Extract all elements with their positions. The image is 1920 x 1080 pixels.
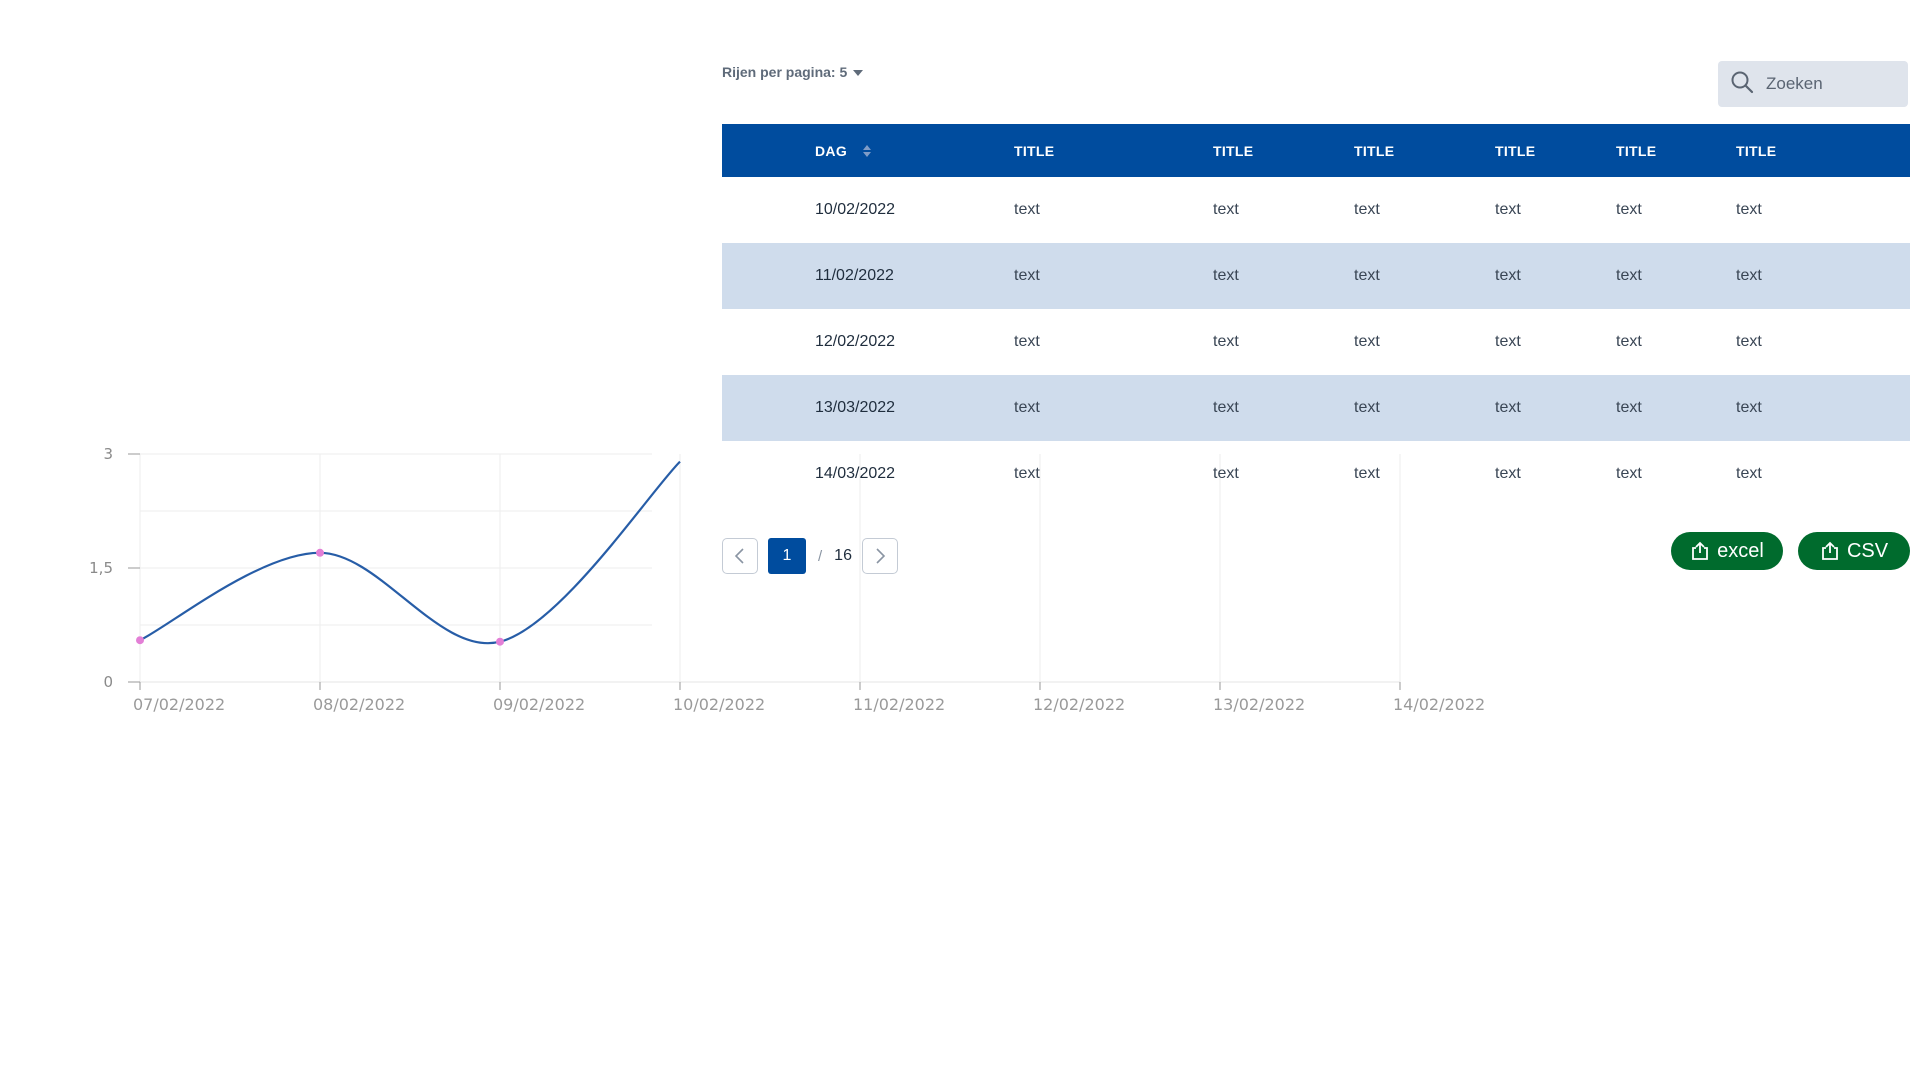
cell-text: text xyxy=(1354,267,1380,284)
series-line xyxy=(139,460,681,645)
x-tick-label: 10/02/2022 xyxy=(673,695,765,714)
x-tick-label: 12/02/2022 xyxy=(1033,695,1125,714)
cell-text: text xyxy=(1736,267,1762,284)
page-separator: / xyxy=(818,547,823,565)
table-row[interactable]: 14/03/2022 text text text text text text xyxy=(722,441,1910,507)
chevron-right-icon xyxy=(876,548,886,564)
x-tick-label: 08/02/2022 xyxy=(313,695,405,714)
column-header-dag[interactable]: DAG xyxy=(815,124,1014,177)
export-excel-label: excel xyxy=(1717,539,1764,562)
table-panel: Rijen per pagina: 5 DAG xyxy=(722,0,1910,600)
column-header-title[interactable]: TITLE xyxy=(1354,142,1395,159)
cell-text: text xyxy=(1736,333,1762,350)
column-header-title[interactable]: TITLE xyxy=(1213,142,1254,159)
data-point[interactable] xyxy=(496,637,504,646)
cell-text: text xyxy=(1616,465,1642,482)
x-tick-label: 14/02/2022 xyxy=(1393,695,1485,714)
chart-series xyxy=(136,460,681,646)
current-page[interactable]: 1 xyxy=(768,538,806,574)
cell-text: text xyxy=(1736,399,1762,416)
rows-per-page-label: Rijen per pagina: 5 xyxy=(722,64,848,80)
table-row[interactable]: 10/02/2022 text text text text text text xyxy=(722,177,1910,243)
cell-text: text xyxy=(1014,465,1040,482)
y-tick-label: 3 xyxy=(103,445,113,463)
cell-text: text xyxy=(1354,201,1380,218)
cell-text: text xyxy=(1616,201,1642,218)
chart-axes xyxy=(128,453,1401,690)
cell-date: 12/02/2022 xyxy=(815,333,896,350)
data-point[interactable] xyxy=(316,548,324,557)
cell-text: text xyxy=(1354,399,1380,416)
cell-text: text xyxy=(1616,399,1642,416)
cell-date: 10/02/2022 xyxy=(815,201,896,218)
cell-text: text xyxy=(1213,201,1239,218)
sort-icon[interactable] xyxy=(863,144,872,157)
table-row[interactable]: 12/02/2022 text text text text text text xyxy=(722,309,1910,375)
cell-text: text xyxy=(1736,465,1762,482)
cell-date: 11/02/2022 xyxy=(815,267,894,284)
x-tick-label: 09/02/2022 xyxy=(493,695,585,714)
cell-text: text xyxy=(1354,465,1380,482)
previous-page-button[interactable] xyxy=(722,538,758,574)
cell-text: text xyxy=(1213,399,1239,416)
export-csv-label: CSV xyxy=(1846,539,1889,562)
cell-text: text xyxy=(1354,333,1380,350)
cell-text: text xyxy=(1495,267,1521,284)
x-tick-label: 13/02/2022 xyxy=(1213,695,1305,714)
search-box[interactable] xyxy=(1718,61,1908,107)
table-header-row: DAG TITLE TITLE TITLE TITLE TITLE TITLE xyxy=(722,124,1910,177)
cell-text: text xyxy=(1213,267,1239,284)
chevron-left-icon xyxy=(734,548,744,564)
cell-text: text xyxy=(1616,333,1642,350)
column-header-label: DAG xyxy=(815,142,848,159)
upload-icon xyxy=(1692,541,1709,560)
cell-text: text xyxy=(1014,399,1040,416)
cell-text: text xyxy=(1014,201,1040,218)
line-chart: 3 1,5 0 07/02/2022 08/02/2022 09/02/2022 10/02… xyxy=(89,445,1485,714)
chevron-down-icon xyxy=(853,69,864,76)
cell-text: text xyxy=(1495,465,1521,482)
column-header-title[interactable]: TITLE xyxy=(1736,142,1777,159)
export-csv-button[interactable]: CSV xyxy=(1798,532,1910,570)
cell-date: 13/03/2022 xyxy=(815,399,896,416)
column-header-title[interactable]: TITLE xyxy=(1495,142,1536,159)
next-page-button[interactable] xyxy=(861,538,898,574)
cell-text: text xyxy=(1736,201,1762,218)
cell-text: text xyxy=(1495,399,1521,416)
search-input[interactable] xyxy=(1764,73,1908,95)
cell-text: text xyxy=(1616,267,1642,284)
data-point[interactable] xyxy=(136,636,144,645)
cell-text: text xyxy=(1495,333,1521,350)
y-tick-label: 1,5 xyxy=(89,559,113,577)
cell-text: text xyxy=(1014,333,1040,350)
cell-text: text xyxy=(1495,201,1521,218)
cell-text: text xyxy=(1213,333,1239,350)
table-body: 10/02/2022 text text text text text text 11/02/… xyxy=(722,177,1910,507)
cell-date: 14/03/2022 xyxy=(815,465,896,482)
upload-icon xyxy=(1822,541,1838,560)
x-tick-label: 07/02/2022 xyxy=(133,695,225,714)
page-total: 16 xyxy=(834,547,852,564)
pagination: 1 / 16 xyxy=(722,538,898,574)
chart-tick-labels: 3 1,5 0 07/02/2022 08/02/2022 09/02/2022 10/02… xyxy=(89,445,1485,714)
cell-text: text xyxy=(1213,465,1239,482)
table-row[interactable]: 11/02/2022 text text text text text text xyxy=(722,243,1910,309)
cell-text: text xyxy=(1014,267,1040,284)
table-row[interactable]: 13/03/2022 text text text text text text xyxy=(722,375,1910,441)
x-tick-label: 11/02/2022 xyxy=(853,695,945,714)
data-table: DAG TITLE TITLE TITLE TITLE TITLE TITLE … xyxy=(722,124,1910,507)
column-header-title[interactable]: TITLE xyxy=(1616,142,1657,159)
rows-per-page-select[interactable]: Rijen per pagina: 5 xyxy=(722,64,864,80)
column-header-title[interactable]: TITLE xyxy=(1014,142,1055,159)
y-tick-label: 0 xyxy=(103,673,113,691)
export-excel-button[interactable]: excel xyxy=(1671,532,1783,570)
search-icon xyxy=(1730,70,1754,99)
